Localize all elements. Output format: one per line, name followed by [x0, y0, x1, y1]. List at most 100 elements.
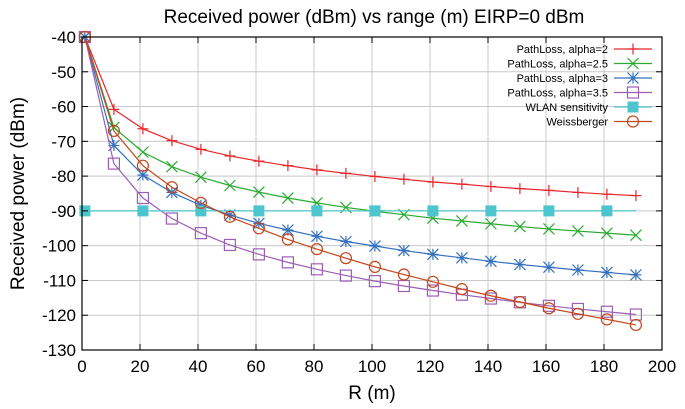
data-point	[542, 261, 555, 274]
data-point	[484, 255, 497, 268]
data-point	[310, 230, 323, 243]
data-point	[195, 143, 207, 155]
legend-label: PathLoss, alpha=3	[517, 73, 608, 85]
legend-entry: PathLoss, alpha=2.5	[507, 57, 652, 71]
data-point	[281, 192, 294, 204]
data-point	[339, 252, 352, 265]
y-tick-label: -90	[51, 202, 76, 221]
data-point	[426, 248, 439, 261]
y-tick-label: -70	[51, 132, 76, 151]
data-point	[629, 268, 642, 281]
data-point	[311, 205, 323, 217]
data-point	[194, 227, 207, 240]
legend-entry: PathLoss, alpha=2	[517, 43, 652, 56]
x-tick-label: 100	[358, 357, 386, 376]
chart-title: Received power (dBm) vs range (m) EIRP=0…	[164, 7, 585, 28]
y-tick-label: -120	[42, 306, 76, 325]
data-point	[398, 173, 410, 185]
legend-marker	[626, 86, 640, 99]
axis-ticks: 0 20 40 60 80 100 120 140 160 180 200 -40 -50 -60 -70 -…	[42, 28, 676, 376]
data-point	[600, 305, 614, 318]
data-point	[368, 275, 381, 288]
data-point	[455, 251, 468, 264]
data-point	[542, 223, 555, 235]
data-point	[310, 263, 323, 276]
legend-label: PathLoss, alpha=2	[517, 44, 608, 56]
data-point	[281, 256, 294, 269]
data-point	[223, 179, 236, 192]
data-point	[572, 186, 584, 198]
data-point	[485, 181, 497, 193]
legend-label: Weissberger	[546, 117, 608, 129]
data-point	[136, 146, 149, 159]
data-point	[427, 176, 439, 188]
data-point	[224, 150, 236, 162]
legend-label: PathLoss, alpha=3.5	[507, 88, 608, 100]
data-point	[281, 233, 294, 246]
x-tick-label: 180	[590, 357, 618, 376]
legend-marker	[627, 72, 639, 84]
data-point	[630, 190, 642, 202]
x-tick-label: 200	[648, 357, 676, 376]
data-point	[137, 205, 149, 217]
y-tick-label: -40	[51, 28, 76, 47]
data-point	[136, 159, 149, 172]
data-point	[601, 188, 613, 200]
data-point	[340, 167, 352, 179]
data-point	[282, 160, 294, 172]
data-point	[252, 248, 265, 261]
data-point	[165, 160, 178, 173]
data-point	[455, 215, 468, 227]
data-point	[513, 220, 526, 233]
data-point	[368, 260, 381, 273]
data-point	[339, 235, 352, 248]
data-point	[543, 184, 555, 196]
legend-label: PathLoss, alpha=2.5	[507, 59, 608, 71]
data-point	[600, 313, 614, 326]
data-point	[513, 295, 527, 309]
x-tick-label: 40	[189, 357, 208, 376]
y-tick-label: -80	[51, 167, 76, 186]
legend-entry: PathLoss, alpha=3	[517, 72, 652, 85]
data-point	[484, 289, 497, 302]
data-point	[426, 284, 439, 297]
data-point	[107, 157, 121, 170]
data-point	[369, 170, 381, 182]
data-point	[571, 225, 584, 237]
data-point	[137, 123, 149, 135]
data-point	[310, 243, 323, 256]
data-point	[194, 196, 207, 209]
data-point	[513, 258, 526, 271]
data-point	[600, 266, 613, 279]
x-tick-label: 20	[131, 357, 150, 376]
data-point	[629, 229, 642, 242]
data-point	[223, 238, 236, 252]
legend-entry: Weissberger	[546, 115, 652, 129]
data-point	[165, 212, 178, 225]
y-tick-label: -110	[43, 271, 76, 290]
x-tick-label: 60	[247, 357, 266, 376]
x-tick-label: 0	[77, 357, 86, 376]
legend-marker	[627, 57, 639, 70]
data-point	[108, 103, 120, 115]
data-point	[485, 205, 497, 217]
data-point	[456, 178, 468, 190]
data-point	[194, 171, 207, 184]
data-point	[600, 227, 613, 240]
legend: PathLoss, alpha=2 PathLoss, alpha=2.5 Path…	[507, 43, 652, 129]
legend-entry: PathLoss, alpha=3.5	[507, 86, 652, 100]
data-point	[252, 186, 265, 199]
series-5	[79, 205, 636, 217]
data-point	[253, 155, 265, 167]
x-axis-title: R (m)	[348, 383, 395, 404]
y-tick-label: -50	[51, 63, 76, 82]
data-point	[601, 205, 613, 217]
y-tick-label: -130	[42, 341, 76, 360]
legend-marker	[626, 115, 640, 128]
legend-label: WLAN sensitivity	[525, 102, 608, 114]
data-point	[165, 181, 178, 194]
y-tick-label: -60	[51, 98, 76, 117]
data-point	[455, 283, 468, 296]
data-point	[571, 264, 584, 276]
series-6	[78, 30, 643, 332]
